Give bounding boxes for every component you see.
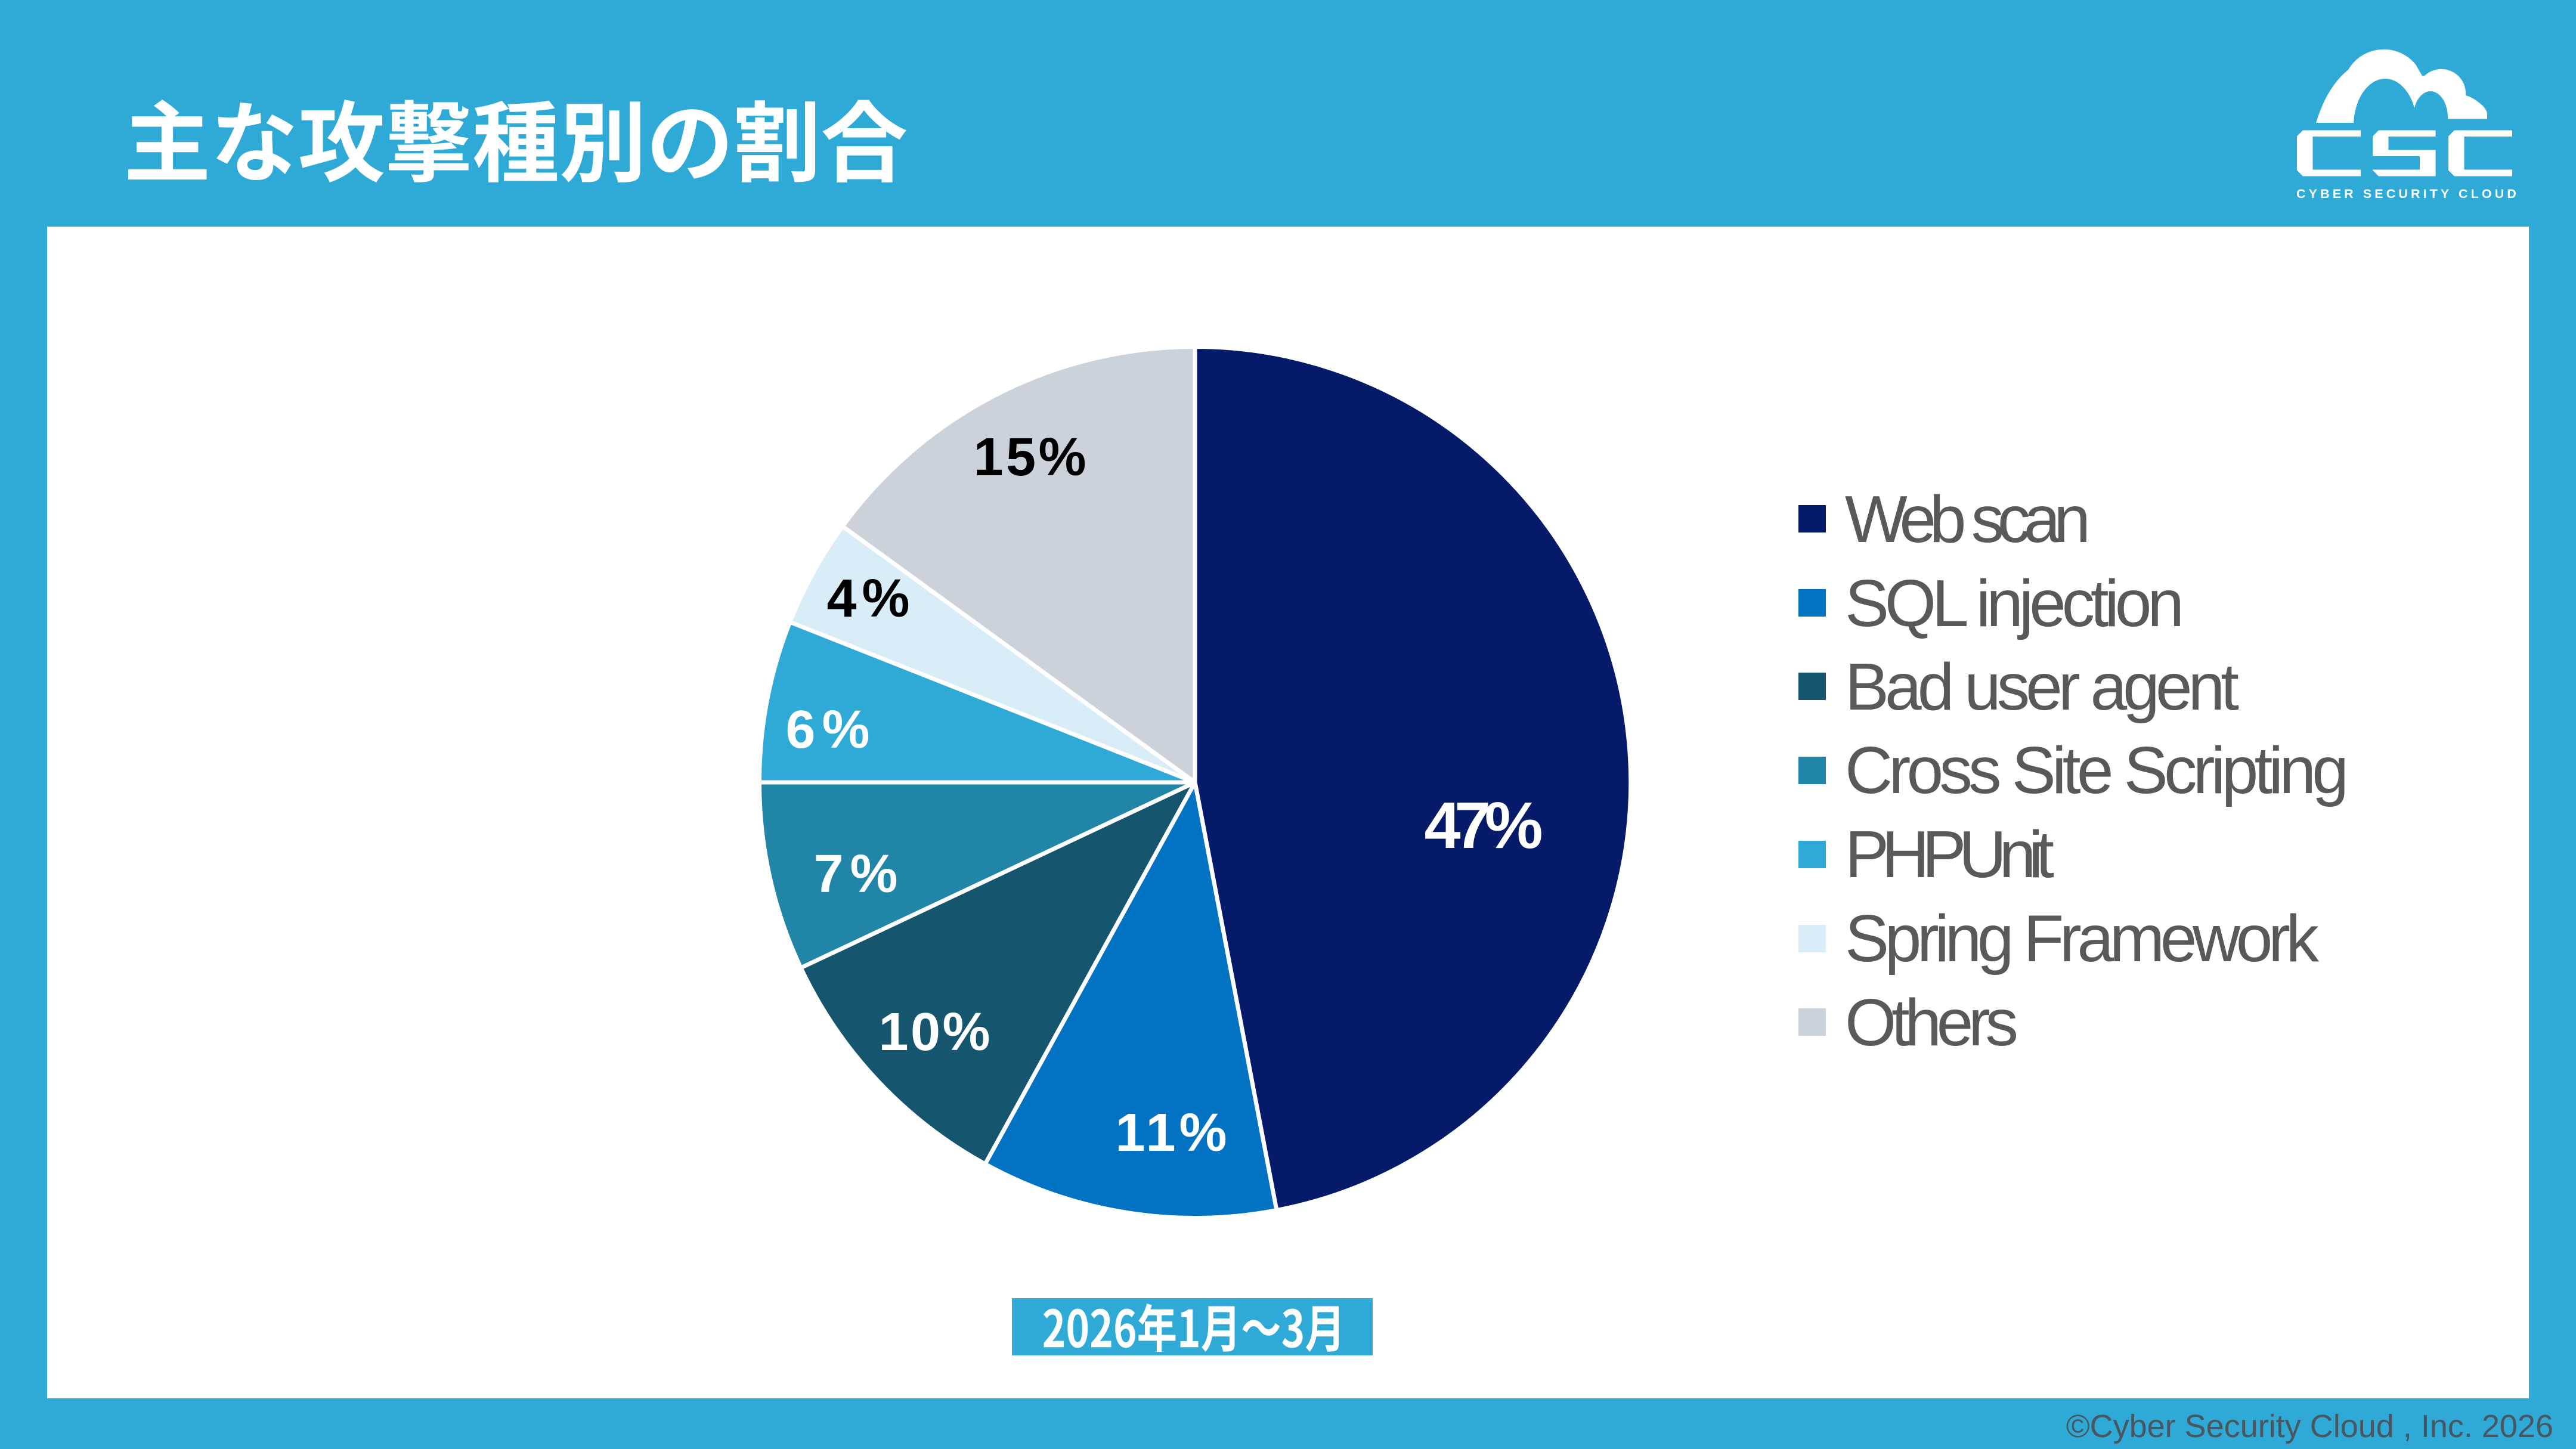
svg-text:Web scan: Web scan <box>1845 482 2091 556</box>
svg-text:Spring Framework: Spring Framework <box>1845 902 2320 976</box>
svg-text:Others: Others <box>1845 986 2018 1060</box>
svg-text:15%: 15% <box>974 428 1086 487</box>
svg-text:SQL injection: SQL injection <box>1845 566 2184 640</box>
svg-text:Bad user agent: Bad user agent <box>1845 650 2239 724</box>
svg-text:11%: 11% <box>1116 1103 1227 1163</box>
svg-text:CYBER SECURITY CLOUD: CYBER SECURITY CLOUD <box>2296 187 2519 201</box>
svg-text:PHPUnit: PHPUnit <box>1845 818 2054 891</box>
svg-text:47%: 47% <box>1425 789 1543 862</box>
svg-text:7%: 7% <box>814 844 898 904</box>
svg-text:10%: 10% <box>879 1002 990 1062</box>
svg-text:Cross Site Scripting: Cross Site Scripting <box>1845 733 2349 807</box>
svg-text:6%: 6% <box>786 700 870 760</box>
svg-text:4%: 4% <box>827 569 910 628</box>
svg-text:©Cyber Security Cloud , Inc. 2: ©Cyber Security Cloud , Inc. 2026 <box>2066 1408 2553 1444</box>
